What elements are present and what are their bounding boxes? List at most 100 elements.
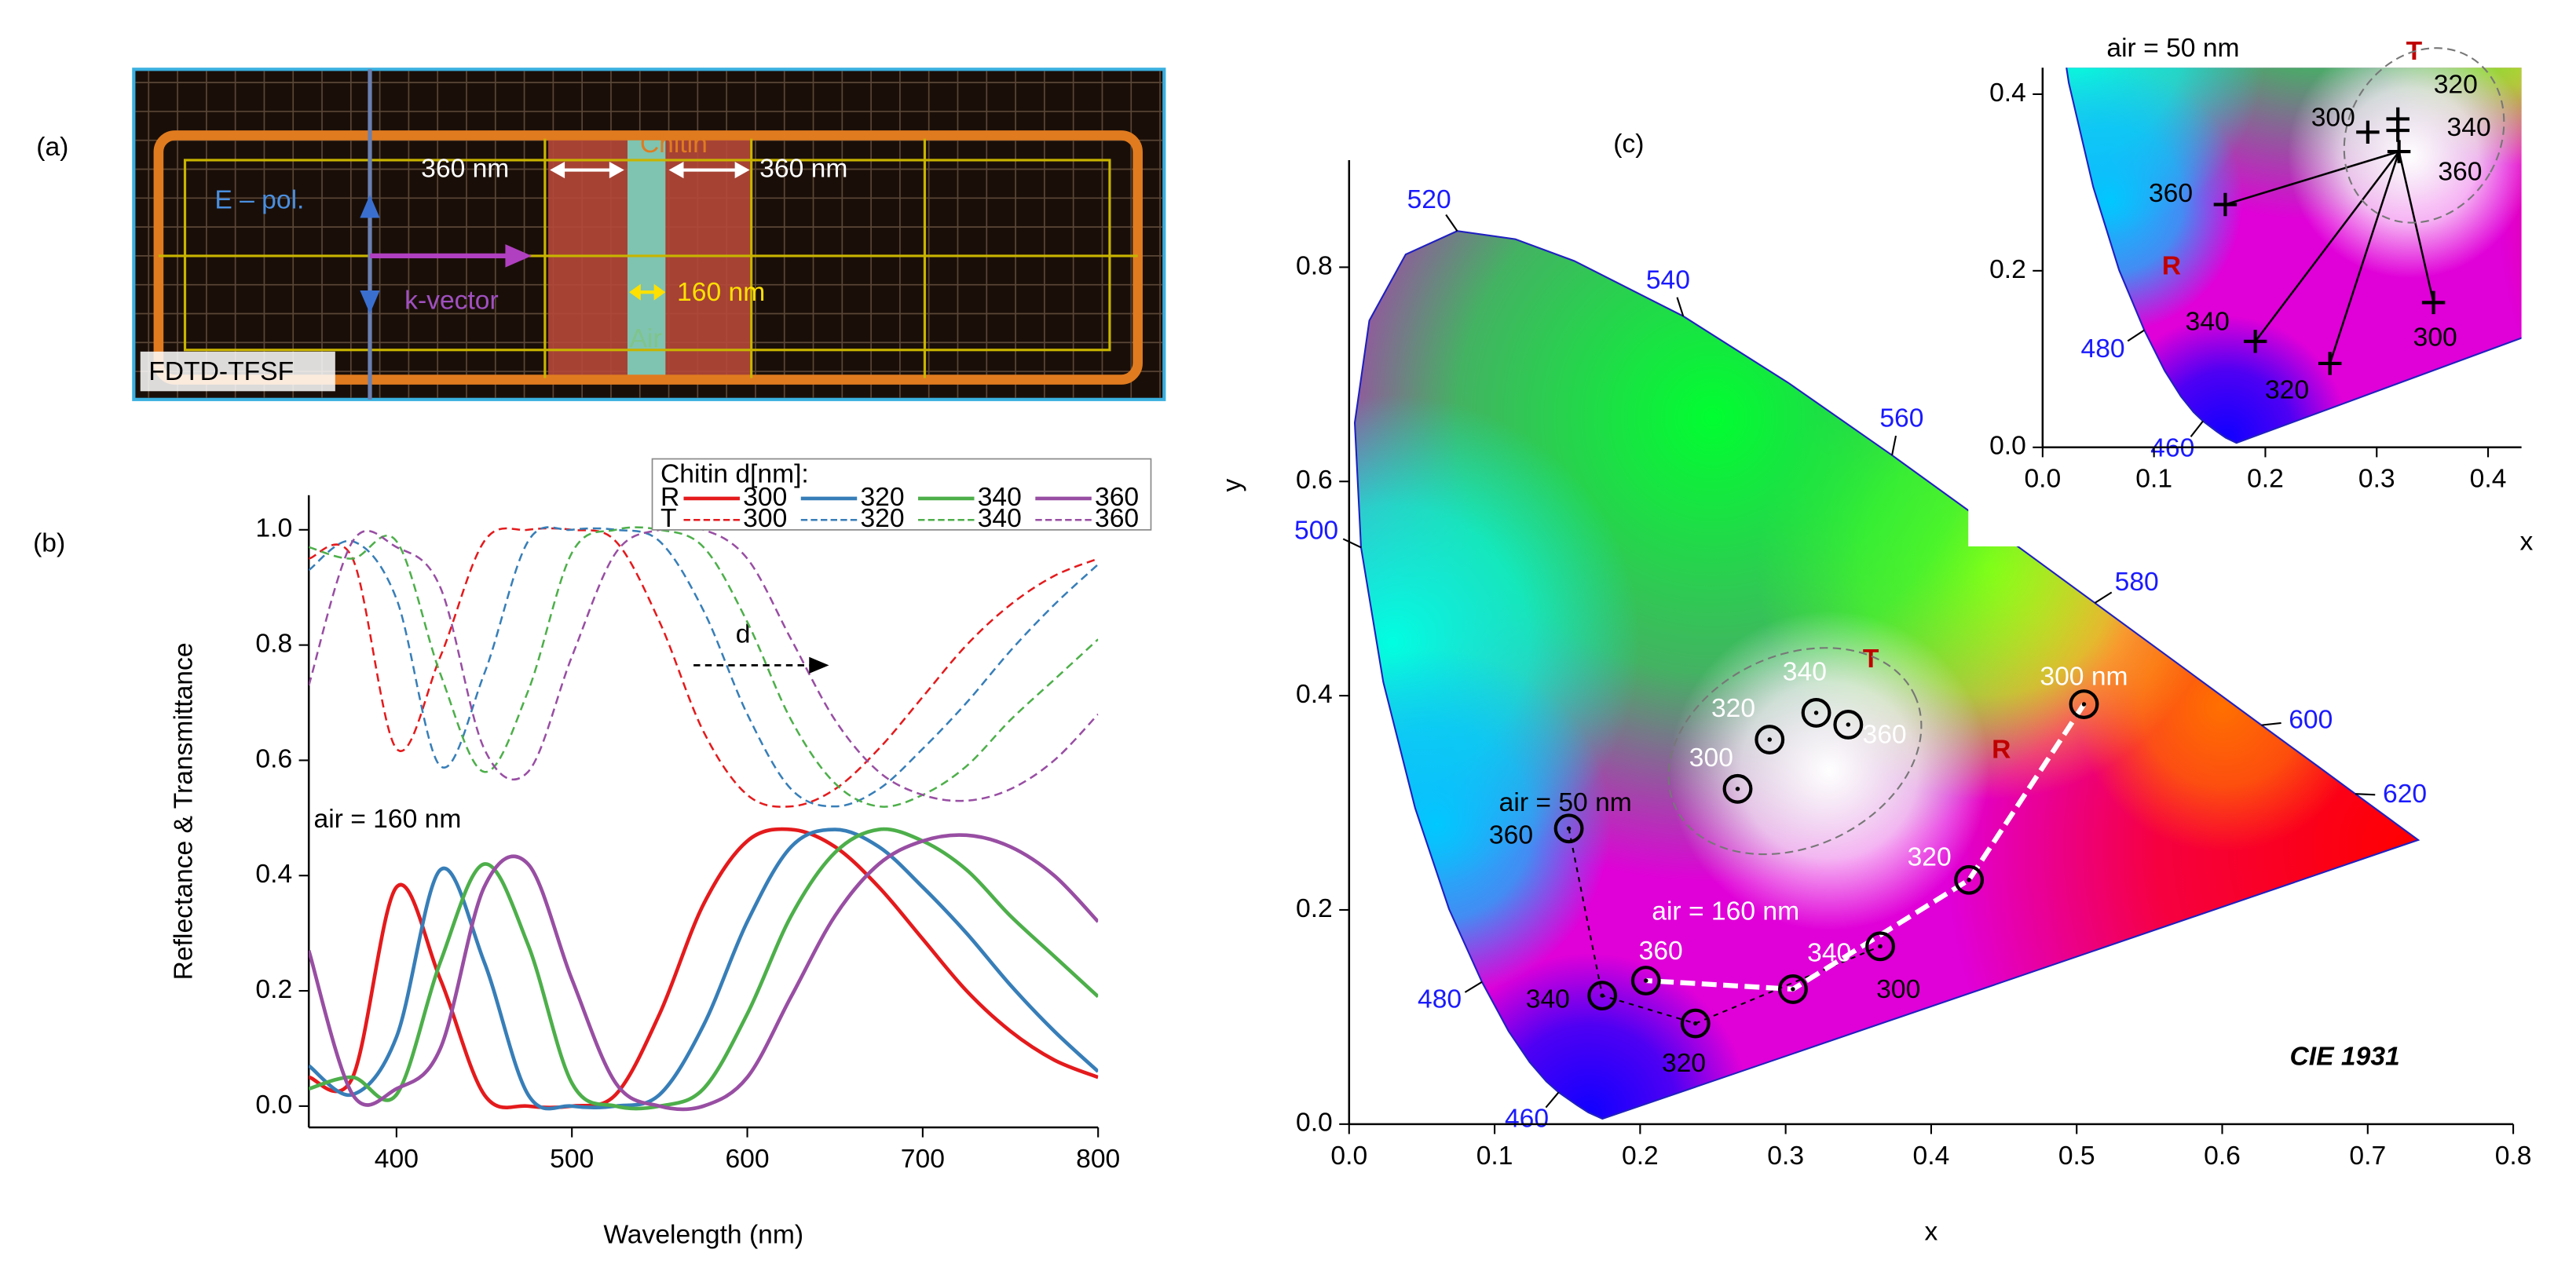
point-center [1693, 1021, 1698, 1026]
x-tick-label: 0.2 [2247, 465, 2284, 494]
point-label: 360 [1639, 937, 1683, 966]
wavelength-label: 520 [1407, 185, 1451, 214]
point-label: 360 [2438, 157, 2482, 186]
point-label: 320 [1908, 842, 1952, 871]
x-tick-label: 0.8 [2495, 1142, 2532, 1171]
connector [2329, 151, 2400, 364]
panel-label: (b) [33, 529, 65, 558]
point [1680, 1008, 1711, 1039]
point [1954, 864, 1985, 895]
region-outline [1667, 647, 1923, 856]
point-label: 340 [1807, 939, 1851, 968]
annotation: T [1863, 645, 1879, 674]
point [1553, 813, 1584, 844]
fdtd-diagram: (a) 360 nm Chitin 360 nm E – pol. [36, 68, 1166, 401]
locus-tick [2261, 722, 2281, 726]
y-tick-label: 0.4 [1296, 680, 1333, 709]
legend-label: 360 [1095, 504, 1139, 533]
legend-label: 320 [860, 504, 904, 533]
point-center [1767, 737, 1773, 742]
y-tick-label: 0.2 [1296, 894, 1333, 923]
chitin-label: Chitin [640, 130, 708, 159]
locus-tick [1464, 981, 1483, 993]
x-tick-label: 0.4 [2470, 465, 2507, 494]
series-line [309, 827, 1099, 1111]
tfsf-lines [158, 138, 1138, 378]
point [2069, 689, 2099, 719]
legend-row-label: R [660, 483, 679, 512]
y-tick-label: 0.0 [1296, 1109, 1333, 1138]
y-tick-label: 0.8 [1296, 251, 1333, 280]
annotation: air = 160 nm [314, 805, 462, 834]
point-label: 300 [2413, 323, 2457, 352]
locus-tick [2094, 591, 2113, 604]
point-label: 300 nm [2040, 662, 2128, 691]
annotation: air = 50 nm [2106, 34, 2239, 63]
point-label: 300 [2311, 103, 2355, 132]
x-tick-label: 0.1 [1476, 1142, 1513, 1171]
polarization-label: E – pol. [214, 185, 304, 214]
series-line [309, 833, 1099, 1112]
legend-title: Chitin d[nm]: [660, 459, 809, 488]
point-label: 360 [1489, 821, 1533, 850]
y-tick-label: 0.0 [1989, 432, 2026, 461]
arrows [360, 162, 750, 314]
point-label: 340 [2447, 113, 2491, 142]
legend-label: 340 [978, 483, 1022, 512]
chart: 400 500 600 700 800 0.0 0.2 0.4 0.6 0.8 1.0 Wavelen… [33, 458, 1152, 1250]
wavelength-label: 460 [2150, 434, 2194, 463]
series-line [309, 526, 1099, 808]
legend-label: 340 [978, 504, 1022, 533]
air-layer [627, 138, 666, 378]
point [1777, 974, 1808, 1004]
x-tick-label: 800 [1076, 1145, 1120, 1174]
width-label: 360 nm [759, 154, 847, 183]
x-tick-label: 700 [901, 1145, 945, 1174]
y-tick-label: 1.0 [255, 514, 292, 543]
point-label: 320 [2265, 376, 2309, 405]
point-label: 340 [1783, 657, 1827, 686]
point [2387, 140, 2411, 163]
point [1587, 981, 1618, 1011]
x-tick-label: 0.6 [2204, 1142, 2241, 1171]
air-width-label: 160 nm [677, 278, 765, 307]
x-tick-label: 0.0 [1330, 1142, 1367, 1171]
region-outline [2343, 47, 2505, 224]
point-center [1566, 826, 1572, 831]
connector [2398, 151, 2435, 303]
point-center [1878, 944, 1883, 949]
point [1801, 698, 1831, 728]
point [2318, 352, 2342, 375]
panel-label: (c) [1613, 130, 1644, 159]
wavelength-label: 500 [1294, 516, 1338, 545]
locus-tick [1445, 214, 1458, 232]
locus-tick [1891, 435, 1897, 456]
spectral-locus [1353, 230, 2420, 1120]
point-center [1813, 711, 1819, 715]
point [1630, 966, 1661, 996]
point-center [1600, 993, 1605, 998]
point-center [1791, 987, 1795, 992]
pml-boundary [153, 130, 1143, 385]
annotation: air = 50 nm [1499, 788, 1632, 817]
y-tick-label: 0.2 [255, 975, 292, 1004]
y-tick-label: 0.4 [255, 860, 292, 889]
annotation: R [1992, 736, 2011, 765]
x-tick-label: 500 [550, 1145, 594, 1174]
x-tick-label: 0.3 [1767, 1142, 1804, 1171]
point [2356, 120, 2380, 144]
point-label: 360 [2149, 179, 2193, 208]
annotation: d [736, 619, 751, 648]
y-tick-label: 0.4 [1989, 79, 2026, 108]
locus-tick [2127, 329, 2145, 342]
point [1833, 710, 1864, 740]
x-tick-label: 0.2 [1622, 1142, 1659, 1171]
chart: 460 480 0.0 0.1 0.2 0.3 0.4 0.0 0.2 0.4 x air = 50 … [1968, 18, 2547, 557]
wavelength-label: 480 [1418, 985, 1462, 1014]
point-center [1735, 787, 1740, 791]
wavelength-label: 460 [1505, 1105, 1549, 1134]
k-vector-label: k-vector [404, 287, 499, 316]
chart-title: CIE 1931 [2290, 1043, 2400, 1072]
legend: Chitin d[nm]:RT 300 320 340 360 300 320 340 360 [651, 458, 1152, 533]
point-label: 340 [1526, 985, 1570, 1014]
